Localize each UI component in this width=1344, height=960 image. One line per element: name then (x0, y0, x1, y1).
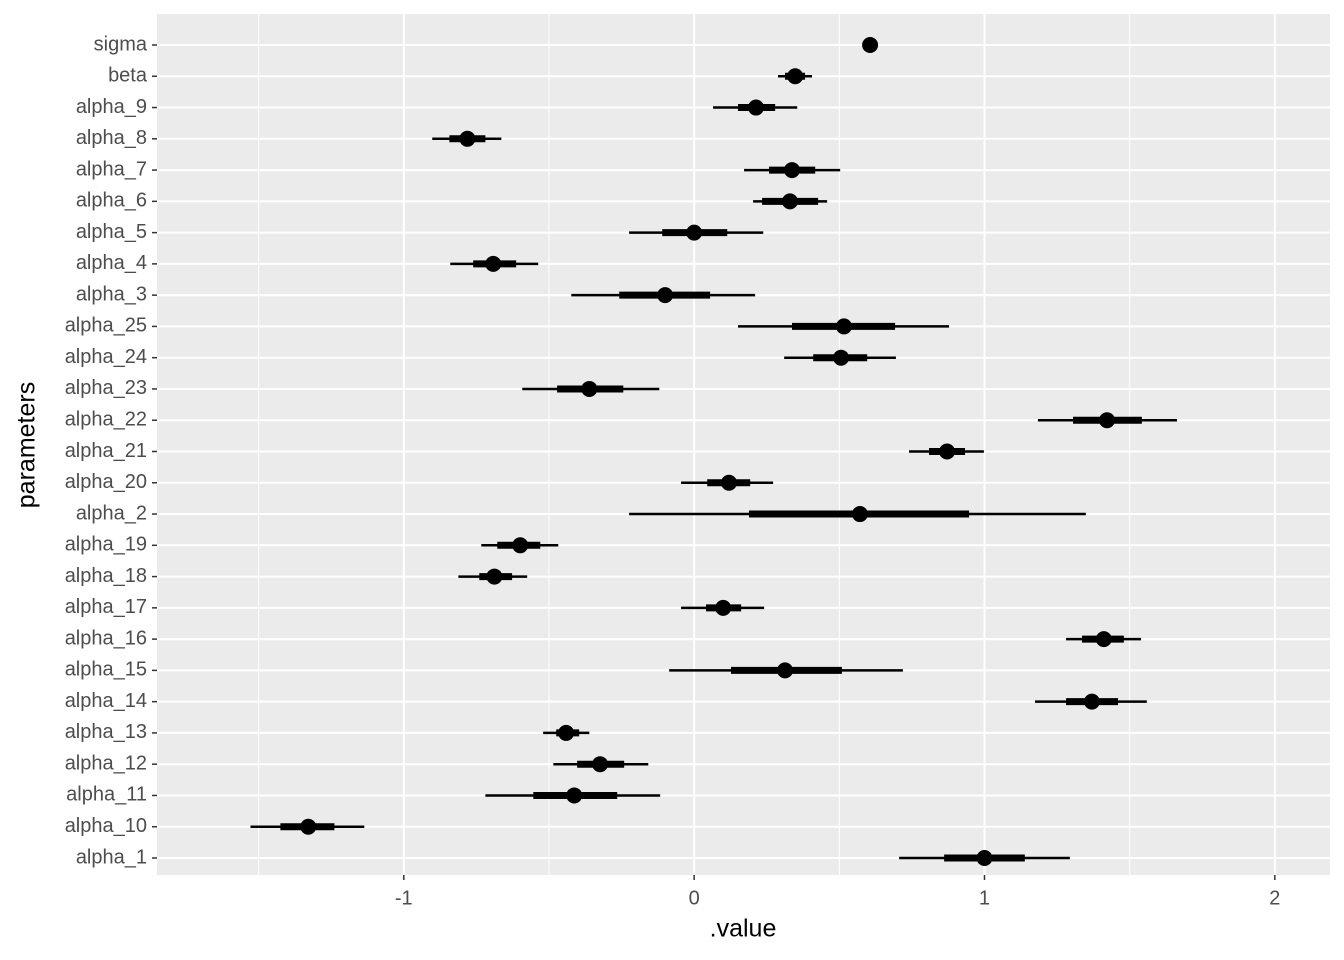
point (939, 443, 956, 460)
y-tick-label: alpha_25 (65, 315, 147, 337)
point (1083, 693, 1100, 710)
point (777, 662, 794, 679)
y-tick-label: alpha_15 (65, 659, 147, 681)
point (581, 380, 598, 397)
point (300, 818, 317, 835)
y-tick-label: alpha_1 (76, 846, 147, 868)
point (976, 850, 993, 866)
x-tick-label: 2 (1269, 887, 1280, 909)
point (835, 318, 852, 335)
point (833, 349, 850, 366)
y-tick-label: alpha_8 (76, 127, 147, 149)
point (486, 568, 503, 585)
x-tick-label: -1 (395, 887, 413, 909)
y-tick-label: alpha_23 (65, 377, 147, 399)
point (1099, 412, 1116, 429)
y-tick-label: alpha_21 (65, 440, 147, 462)
y-tick-label: sigma (94, 33, 148, 55)
y-tick-label: alpha_3 (76, 283, 147, 305)
y-tick-label: alpha_19 (65, 534, 147, 556)
x-tick-label: 0 (689, 887, 700, 909)
point (558, 724, 575, 741)
y-tick-label: alpha_17 (65, 596, 147, 618)
point (459, 130, 476, 147)
x-axis-label: .value (710, 915, 777, 943)
point (747, 99, 764, 116)
x-tick-label: 1 (979, 887, 990, 909)
point (720, 474, 737, 491)
point (783, 162, 800, 179)
point (781, 193, 798, 210)
point (592, 756, 609, 773)
y-tick-label: alpha_4 (76, 252, 147, 274)
y-tick-label: alpha_12 (65, 752, 147, 774)
y-tick-label: alpha_18 (65, 565, 147, 587)
y-tick-label: alpha_9 (76, 96, 147, 118)
y-tick-label: alpha_13 (65, 721, 147, 743)
y-tick-label: beta (108, 65, 148, 87)
y-tick-label: alpha_7 (76, 158, 147, 180)
y-tick-label: alpha_22 (65, 409, 147, 431)
point (566, 787, 583, 804)
point (686, 224, 703, 241)
point (715, 599, 732, 616)
panel (157, 14, 1330, 875)
y-tick-label: alpha_14 (65, 690, 147, 712)
point (657, 287, 674, 304)
y-tick-label: alpha_10 (65, 815, 147, 837)
point (862, 37, 879, 53)
y-tick-label: alpha_11 (66, 784, 147, 806)
y-tick-label: alpha_16 (65, 627, 147, 649)
y-tick-label: alpha_6 (76, 190, 147, 212)
point (512, 537, 529, 554)
y-tick-label: alpha_20 (65, 471, 147, 493)
point (787, 68, 804, 85)
y-tick-label: alpha_5 (76, 221, 147, 243)
point (1095, 631, 1112, 648)
y-tick-label: alpha_24 (65, 346, 147, 368)
point (851, 506, 868, 523)
y-axis-label: parameters (13, 382, 41, 508)
point (485, 255, 502, 272)
y-tick-label: alpha_2 (76, 502, 147, 524)
